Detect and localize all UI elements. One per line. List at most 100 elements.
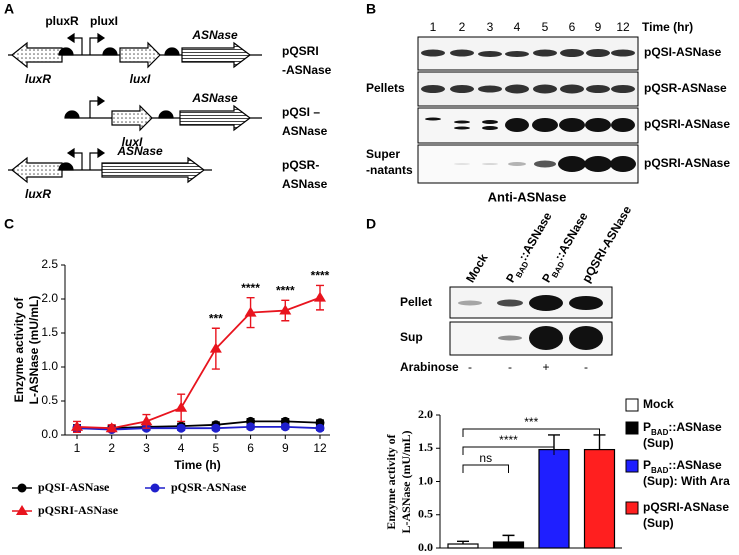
gene-label: luxR — [25, 72, 51, 86]
marker — [150, 483, 160, 493]
significance-label: **** — [276, 284, 295, 298]
y-tick-label: 2.0 — [41, 291, 58, 305]
legend-swatch — [625, 398, 639, 412]
legend-label: pQSR-ASNase — [171, 480, 247, 494]
gene-label: luxI — [122, 135, 143, 149]
row-label: pQSI-ASNase — [644, 45, 722, 59]
row-label: pQSR-ASNase — [644, 81, 727, 95]
panel-label: A — [4, 1, 14, 17]
row-label: pQSRI-ASNase — [644, 156, 730, 170]
promoter-label: pluxI — [90, 14, 118, 28]
marker — [315, 423, 325, 433]
time-point: 5 — [542, 20, 549, 34]
bar — [492, 541, 525, 549]
legend-label: Mock — [643, 397, 674, 411]
x-tick-label: 6 — [247, 441, 254, 455]
lane-label: Mock — [463, 251, 491, 285]
panel-label: D — [366, 216, 376, 232]
label-part: BAD — [651, 428, 669, 437]
time-point: 12 — [616, 20, 630, 34]
label-part: ::ASNase — [516, 210, 555, 263]
label-part: BAD — [651, 466, 669, 475]
marker — [175, 401, 188, 412]
label-part: pQSRI-ASNase — [643, 500, 729, 514]
legend-label: (Sup) — [643, 436, 674, 450]
western-blot — [417, 36, 639, 184]
legend-label: PBAD::ASNase — [643, 458, 722, 474]
x-tick-label: 5 — [213, 441, 220, 455]
significance-bracket — [462, 464, 509, 473]
legend-label: pQSI-ASNase — [38, 480, 110, 494]
legend-swatch — [625, 501, 639, 515]
legend-swatch — [625, 421, 639, 435]
bar — [447, 543, 479, 549]
label-part: ::ASNase — [668, 420, 722, 434]
label-part: Mock — [643, 397, 674, 411]
construct-name: ASNase — [282, 124, 328, 138]
group-label: -natants — [366, 163, 413, 177]
row-label: Sup — [400, 330, 423, 344]
condition-value: + — [542, 360, 549, 374]
label-part: Mock — [463, 251, 491, 285]
gene-label: ASNase — [191, 91, 238, 105]
legend-label: pQSRI-ASNase — [643, 500, 729, 514]
label-part: ::ASNase — [668, 458, 722, 472]
y-tick-label: 2.0 — [418, 407, 433, 421]
y-axis-label: Enzyme activity of — [384, 433, 398, 529]
error-bar — [502, 534, 515, 543]
time-point: 9 — [595, 20, 602, 34]
marker — [17, 483, 27, 493]
x-tick-label: 1 — [74, 441, 81, 455]
antibody-label: Anti-ASNase — [488, 189, 567, 204]
time-point: 4 — [514, 20, 521, 34]
significance-bracket — [462, 446, 555, 455]
row-label: pQSRI-ASNase — [644, 117, 730, 131]
group-label: Pellets — [366, 81, 405, 95]
y-tick-label: 0.5 — [41, 393, 58, 407]
marker — [246, 422, 256, 432]
y-tick-label: 1.5 — [418, 440, 433, 454]
marker — [244, 306, 257, 317]
significance-label: **** — [241, 281, 260, 295]
time-point: 6 — [569, 20, 576, 34]
y-tick-label: 2.5 — [41, 257, 58, 271]
significance-label: *** — [209, 311, 223, 325]
marker — [211, 423, 221, 433]
marker — [71, 420, 83, 431]
time-point: 3 — [487, 20, 494, 34]
construct-name: pQSR- — [282, 158, 319, 172]
gene-label: luxI — [130, 72, 151, 86]
y-axis-label: L-ASNase (mU/mL) — [27, 296, 41, 405]
construct-diagram — [8, 32, 262, 184]
y-tick-label: 0.5 — [418, 507, 433, 521]
label-part: P — [643, 458, 651, 472]
gene-label: luxR — [25, 187, 51, 201]
marker — [176, 423, 186, 433]
y-axis-label: Enzyme activity of — [12, 297, 26, 403]
promoter-label: pluxR — [45, 14, 79, 28]
y-axis-label: L-ASNase (mU/mL) — [399, 431, 413, 534]
marker — [105, 422, 118, 433]
construct-name: ASNase — [282, 177, 328, 191]
condition-value: - — [584, 360, 588, 374]
x-tick-label: 9 — [282, 441, 289, 455]
marker — [279, 304, 292, 315]
bar — [538, 448, 570, 549]
panel-label: B — [366, 1, 376, 17]
group-label: Super — [366, 147, 400, 161]
label-part: P — [643, 420, 651, 434]
significance-bracket — [462, 428, 600, 437]
panel-label: C — [4, 216, 14, 232]
x-tick-label: 12 — [313, 441, 327, 455]
significance-label: **** — [499, 433, 518, 447]
bar — [583, 448, 616, 549]
significance-label: *** — [524, 415, 538, 429]
time-point: 2 — [459, 20, 466, 34]
gene-label: ASNase — [116, 144, 163, 158]
legend-label: (Sup) — [643, 516, 674, 530]
condition-label: Arabinose — [400, 360, 459, 374]
y-tick-label: 1.0 — [41, 359, 58, 373]
legend-label: (Sup): With Ara — [643, 474, 730, 488]
gene-label: ASNase — [191, 28, 238, 42]
construct-name: pQSRI — [282, 44, 319, 58]
